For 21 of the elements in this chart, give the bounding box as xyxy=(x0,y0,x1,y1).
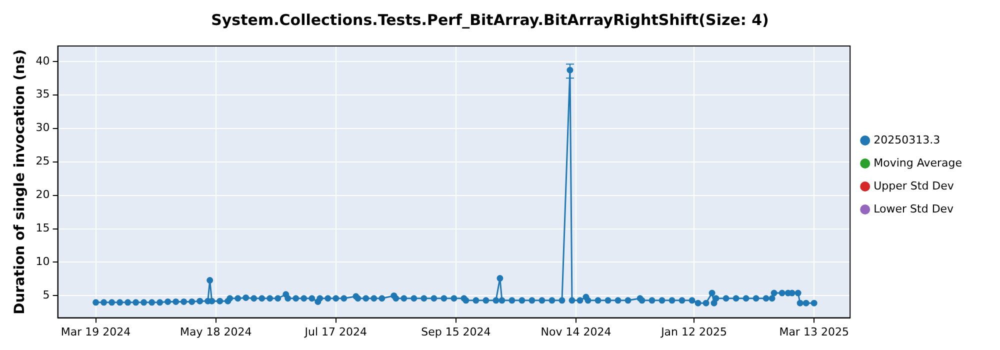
chart-title: System.Collections.Tests.Perf_BitArray.BitArrayRightShift(Size: 4) xyxy=(211,10,769,29)
y-tick-label: 30 xyxy=(36,121,50,134)
legend-label: Lower Std Dev xyxy=(874,202,954,216)
x-tick-label: Mar 13 2025 xyxy=(779,325,849,338)
x-tick-label: May 18 2024 xyxy=(180,325,252,338)
y-tick-label: 10 xyxy=(36,255,50,268)
y-tick-label: 35 xyxy=(36,88,50,101)
x-tick-label: Jan 12 2025 xyxy=(660,325,728,338)
y-tick-label: 15 xyxy=(36,222,50,235)
x-tick-label: Mar 19 2024 xyxy=(60,325,131,338)
y-tick-label: 20 xyxy=(36,188,50,202)
y-tick-label: 5 xyxy=(42,288,50,302)
y-axis-title: Duration of single invocation (ns) xyxy=(12,49,28,314)
legend-label: Upper Std Dev xyxy=(874,179,954,192)
legend-label: 20250313.3 xyxy=(874,133,940,146)
x-tick-label: Sep 15 2024 xyxy=(421,325,491,338)
y-tick-label: 25 xyxy=(36,154,50,168)
y-tick-label: 40 xyxy=(36,54,50,68)
x-tick-label: Nov 14 2024 xyxy=(540,325,612,338)
legend-label: Moving Average xyxy=(874,156,962,170)
x-tick-label: Jul 17 2024 xyxy=(304,325,368,338)
